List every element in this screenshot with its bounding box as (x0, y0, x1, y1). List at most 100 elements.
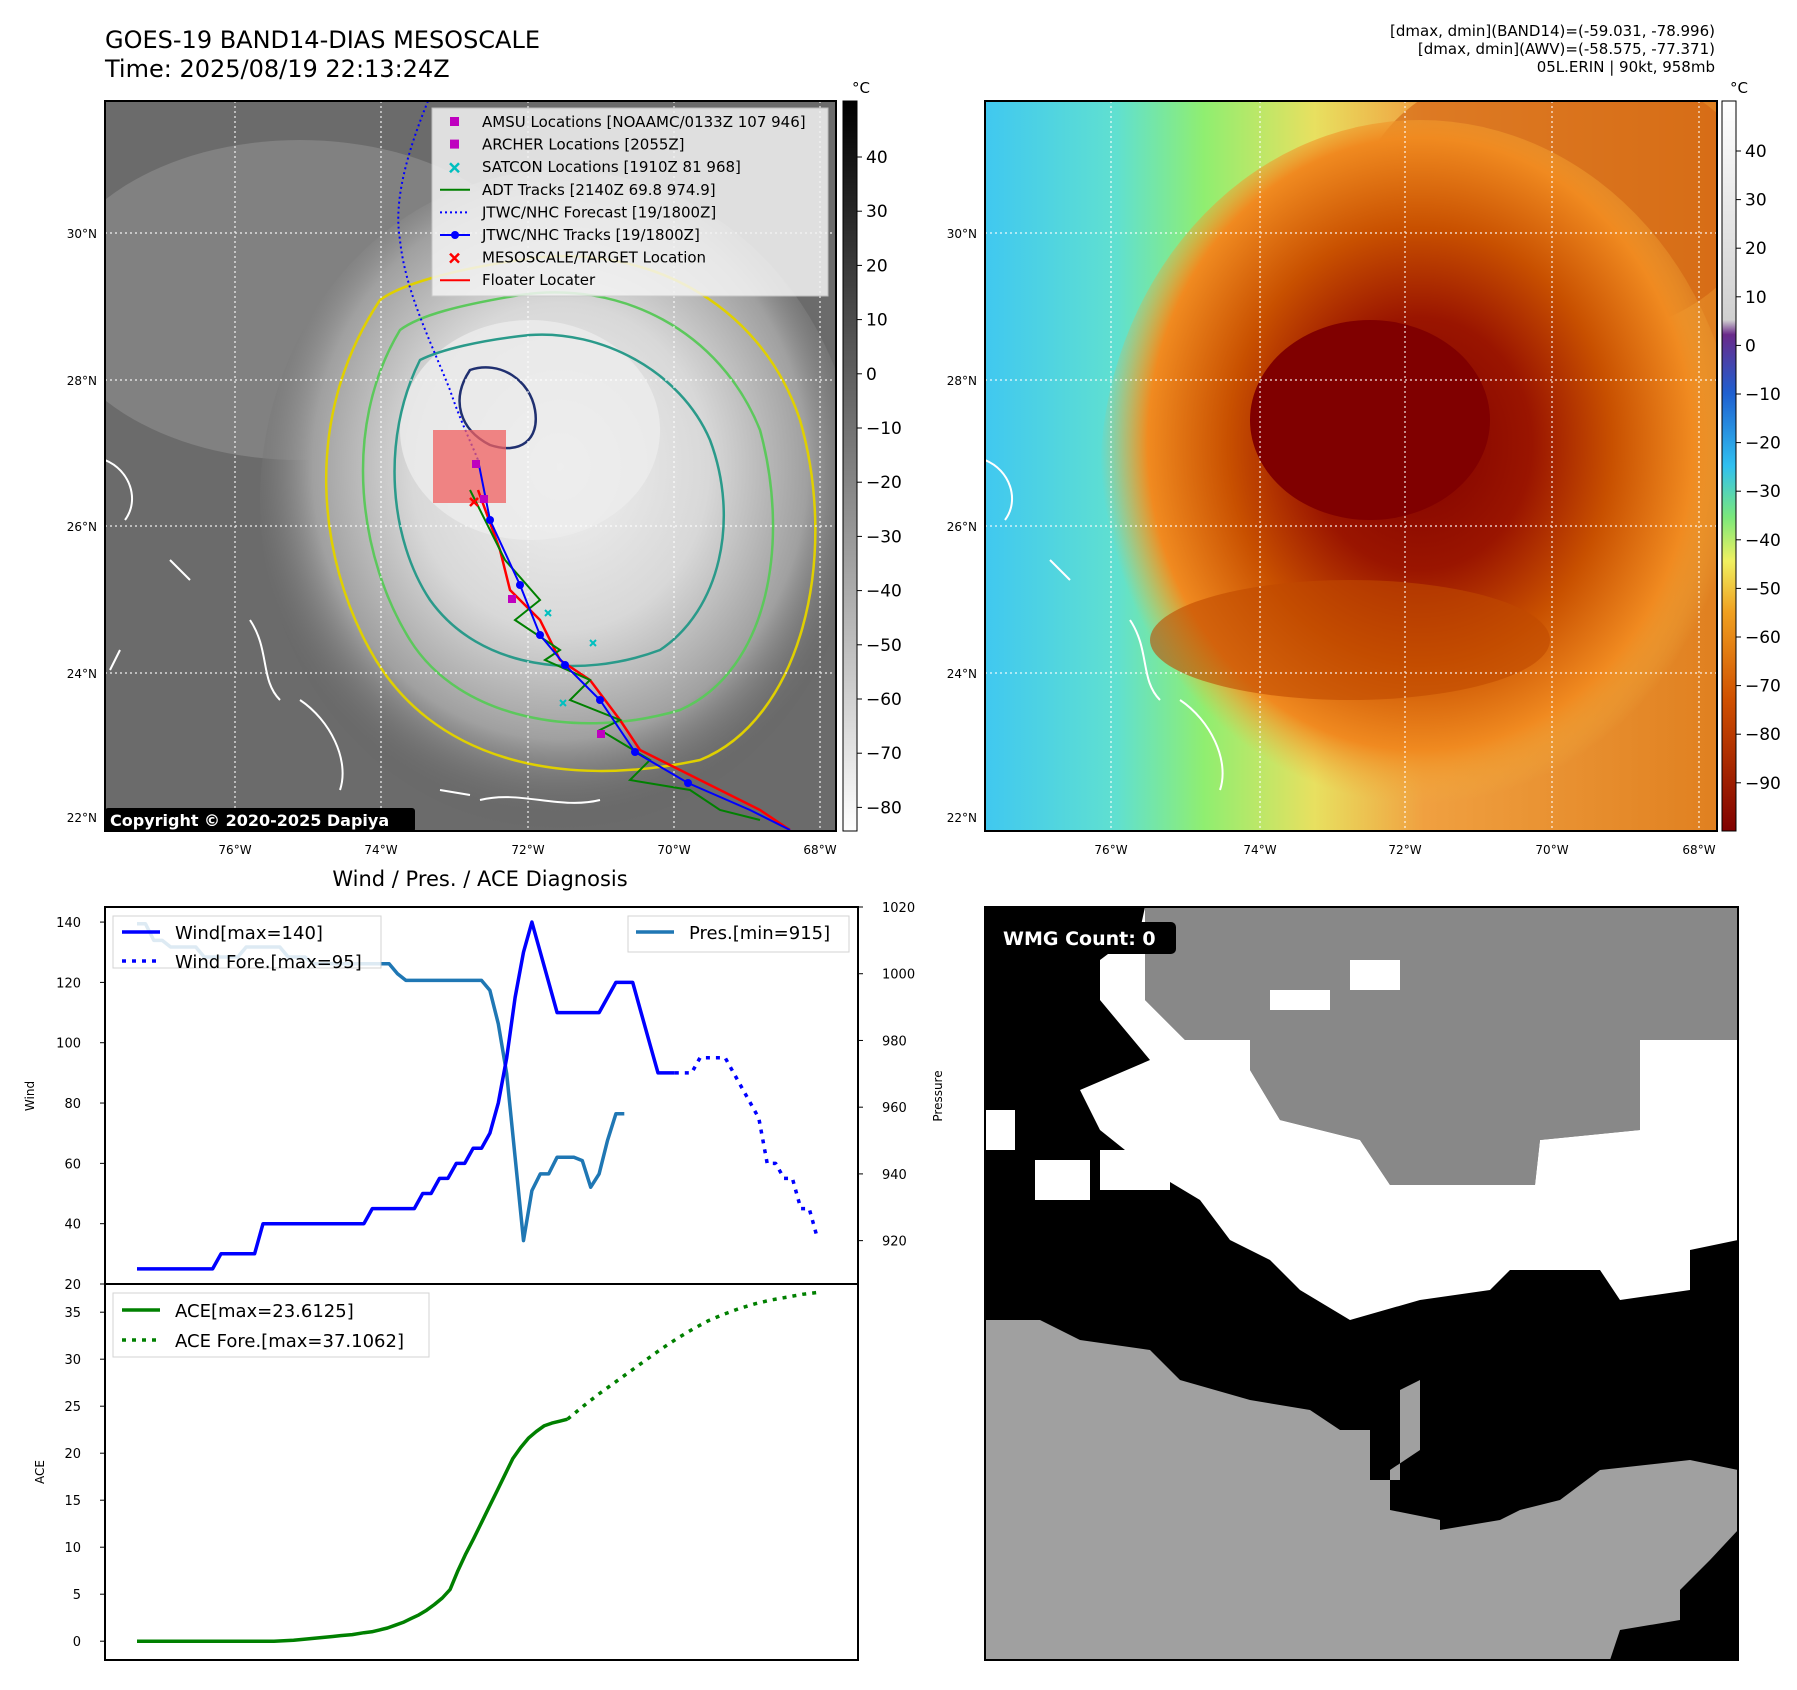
title-time: Time: 2025/08/19 22:13:24Z (105, 55, 450, 83)
awv-colorbar: °C 40 30 20 10 0 −10 −20 −30 −40 −50 −60 −70 −80 −90 (1721, 79, 1781, 832)
colorbar-tick-label: −70 (866, 744, 902, 764)
adt-track (469, 489, 761, 821)
ir-lon-label: 74°W (364, 843, 397, 857)
colorbar-tick-label: 40 (866, 148, 888, 168)
wind-axis-label: Wind (23, 1081, 37, 1111)
awv-storm-core (1250, 320, 1490, 520)
colorbar-tick-label: 30 (1745, 191, 1767, 211)
colorbar-tick-label: −80 (1745, 725, 1781, 745)
colorbar-tick-label: 40 (1745, 142, 1767, 162)
pressure-ytick-label: 1020 (882, 901, 915, 916)
ace-ytick-label: 35 (64, 1306, 81, 1321)
colorbar-tick-label: −20 (866, 473, 902, 493)
ir-lat-label: 28°N (67, 374, 97, 388)
legend-label: SATCON Locations [1910Z 81 968] (482, 158, 741, 176)
info-storm: 05L.ERIN | 90kt, 958mb (1536, 58, 1715, 76)
pressure-legend: Pres.[min=915] (627, 915, 850, 953)
copyright-label: Copyright © 2020-2025 Dapiya (110, 811, 389, 830)
ace-ytick-label: 20 (64, 1447, 81, 1462)
awv-lon-label: 70°W (1535, 843, 1568, 857)
legend-label: ARCHER Locations [2055Z] (482, 136, 685, 154)
amsu-locations (472, 460, 605, 738)
ir-lon-label: 76°W (218, 843, 251, 857)
ace-legend-box (112, 1292, 430, 1358)
awv-lat-label: 24°N (947, 667, 977, 681)
mesoscale-target (469, 497, 479, 507)
ace-forecast-line (566, 1290, 819, 1421)
ace-axis-label: ACE (33, 1460, 47, 1484)
legend-label: Floater Locater (482, 271, 596, 289)
ace-ytick-label: 25 (64, 1400, 81, 1415)
legend-label: MESOSCALE/TARGET Location (482, 249, 706, 267)
diagnosis-title: Wind / Pres. / ACE Diagnosis (332, 867, 627, 891)
legend-item: SATCON Locations [1910Z 81 968] (449, 158, 741, 176)
ir-lon-label: 68°W (803, 843, 836, 857)
wmg-white-patches (985, 960, 1400, 1200)
wind-ytick-label: 80 (64, 1097, 81, 1112)
awv-lat-label: 28°N (947, 374, 977, 388)
awv-lat-label: 26°N (947, 520, 977, 534)
ir-contour-teal (393, 333, 726, 668)
pressure-legend-label: Pres.[min=915] (689, 923, 830, 944)
legend-item: JTWC/NHC Forecast [19/1800Z] (440, 203, 716, 221)
info-awv: [dmax, dmin](AWV)=(-58.575, -77.371) (1417, 40, 1715, 58)
ir-lat-label: 26°N (67, 520, 97, 534)
colorbar-tick-label: −80 (866, 798, 902, 818)
colorbar-tick-label: −50 (1745, 579, 1781, 599)
pressure-ytick-label: 920 (882, 1235, 907, 1250)
pressure-ytick-label: 1000 (882, 968, 915, 983)
awv-coast-1 (985, 459, 1224, 791)
colorbar-tick-label: −20 (1745, 434, 1781, 454)
colorbar-tick-label: −40 (1745, 531, 1781, 551)
colorbar-tick-label: −10 (866, 419, 902, 439)
floater-box (433, 430, 506, 503)
ir-map-frame (104, 100, 837, 832)
pressure-ytick-label: 980 (882, 1034, 907, 1049)
wind-legend: Wind[max=140] Wind Fore.[max=95] (112, 915, 382, 973)
map-legend: AMSU Locations [NOAAMC/0133Z 107 946] ARC… (431, 107, 829, 297)
ace-legend-label: ACE[max=23.6125] (175, 1301, 354, 1322)
awv-map-frame (984, 100, 1718, 832)
colorbar-tick-label: 20 (866, 256, 888, 276)
ace-fore-legend-label: ACE Fore.[max=37.1062] (175, 1331, 404, 1352)
ir-colorbar-bar (842, 100, 858, 832)
legend-square-marker (450, 117, 459, 126)
ir-lon-label: 70°W (657, 843, 690, 857)
colorbar-tick-label: 10 (1745, 288, 1767, 308)
colorbar-tick-label: −40 (866, 582, 902, 602)
jtwc-track-points (486, 516, 692, 787)
awv-lon-label: 76°W (1094, 843, 1127, 857)
pressure-legend-box (627, 915, 850, 953)
wind-ytick-label: 120 (56, 976, 81, 991)
wind-ytick-label: 40 (64, 1218, 81, 1233)
ir-contour-navy (458, 366, 538, 450)
wind-ytick-label: 100 (56, 1037, 81, 1052)
colorbar-tick-label: 20 (1745, 239, 1767, 259)
awv-south-band (1150, 580, 1550, 700)
colorbar-tick-label: 0 (1745, 336, 1756, 356)
legend-square-marker (450, 139, 459, 149)
jtwc-forecast-track (397, 101, 479, 461)
legend-item: JTWC/NHC Tracks [19/1800Z] (440, 226, 700, 244)
wmg-white-band (1080, 907, 1738, 1320)
legend-label: AMSU Locations [NOAAMC/0133Z 107 946] (482, 113, 806, 131)
colorbar-tick-label: −30 (1745, 482, 1781, 502)
colorbar-tick-label: 0 (866, 365, 877, 385)
info-band14: [dmax, dmin](BAND14)=(-59.031, -78.996) (1390, 22, 1715, 40)
awv-gridlines (985, 101, 1717, 831)
legend-item: AMSU Locations [NOAAMC/0133Z 107 946] (450, 113, 806, 131)
wmg-frame (984, 906, 1739, 1661)
ir-colorbar: °C 40 30 20 10 0 −10 −20 −30 −40 −50 −60 −70 −80 (842, 79, 902, 832)
colorbar-tick-label: −90 (1745, 774, 1781, 794)
legend-label: JTWC/NHC Tracks [19/1800Z] (481, 226, 700, 244)
legend-x-marker (449, 162, 460, 174)
wind-ytick-label: 60 (64, 1157, 81, 1172)
wind-legend-label: Wind[max=140] (175, 923, 323, 944)
wmg-gray-top (1145, 907, 1738, 1185)
ir-coast-2 (439, 789, 601, 804)
awv-colorbar-bar (1721, 100, 1737, 832)
legend-x-marker (449, 252, 460, 264)
wmg-count-label: WMG Count: 0 (1003, 928, 1156, 950)
ace-plot-frame (104, 1283, 859, 1661)
colorbar-tick-label: 30 (866, 202, 888, 222)
